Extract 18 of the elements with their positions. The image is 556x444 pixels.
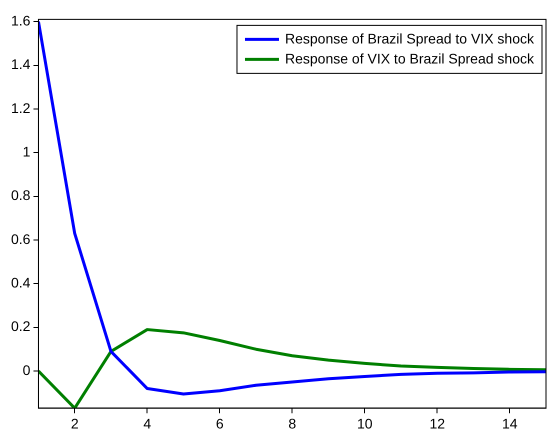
- x-tick-label: 8: [288, 415, 296, 432]
- y-tick-label: 0.2: [10, 318, 31, 334]
- x-tick-label: 4: [143, 415, 152, 432]
- y-tick-label: 0.6: [10, 230, 31, 247]
- y-tick-label: 0: [22, 362, 31, 378]
- x-tick-label: 10: [356, 415, 373, 432]
- y-tick-label: 1.6: [10, 12, 31, 28]
- legend-label: Response of VIX to Brazil Spread shock: [284, 50, 535, 66]
- x-tick-label: 2: [70, 415, 79, 432]
- x-tick-label: 14: [502, 415, 518, 432]
- y-tick-label: 1.2: [10, 100, 31, 116]
- x-tick-label: 6: [216, 415, 224, 432]
- y-tick-label: 1: [22, 144, 31, 160]
- y-tick-label: 0.4: [10, 274, 31, 291]
- legend-label: Response of Brazil Spread to VIX shock: [284, 30, 535, 46]
- x-tick-label: 12: [429, 415, 446, 432]
- y-tick-label: 1.4: [10, 56, 31, 72]
- y-tick-label: 0.8: [10, 187, 31, 204]
